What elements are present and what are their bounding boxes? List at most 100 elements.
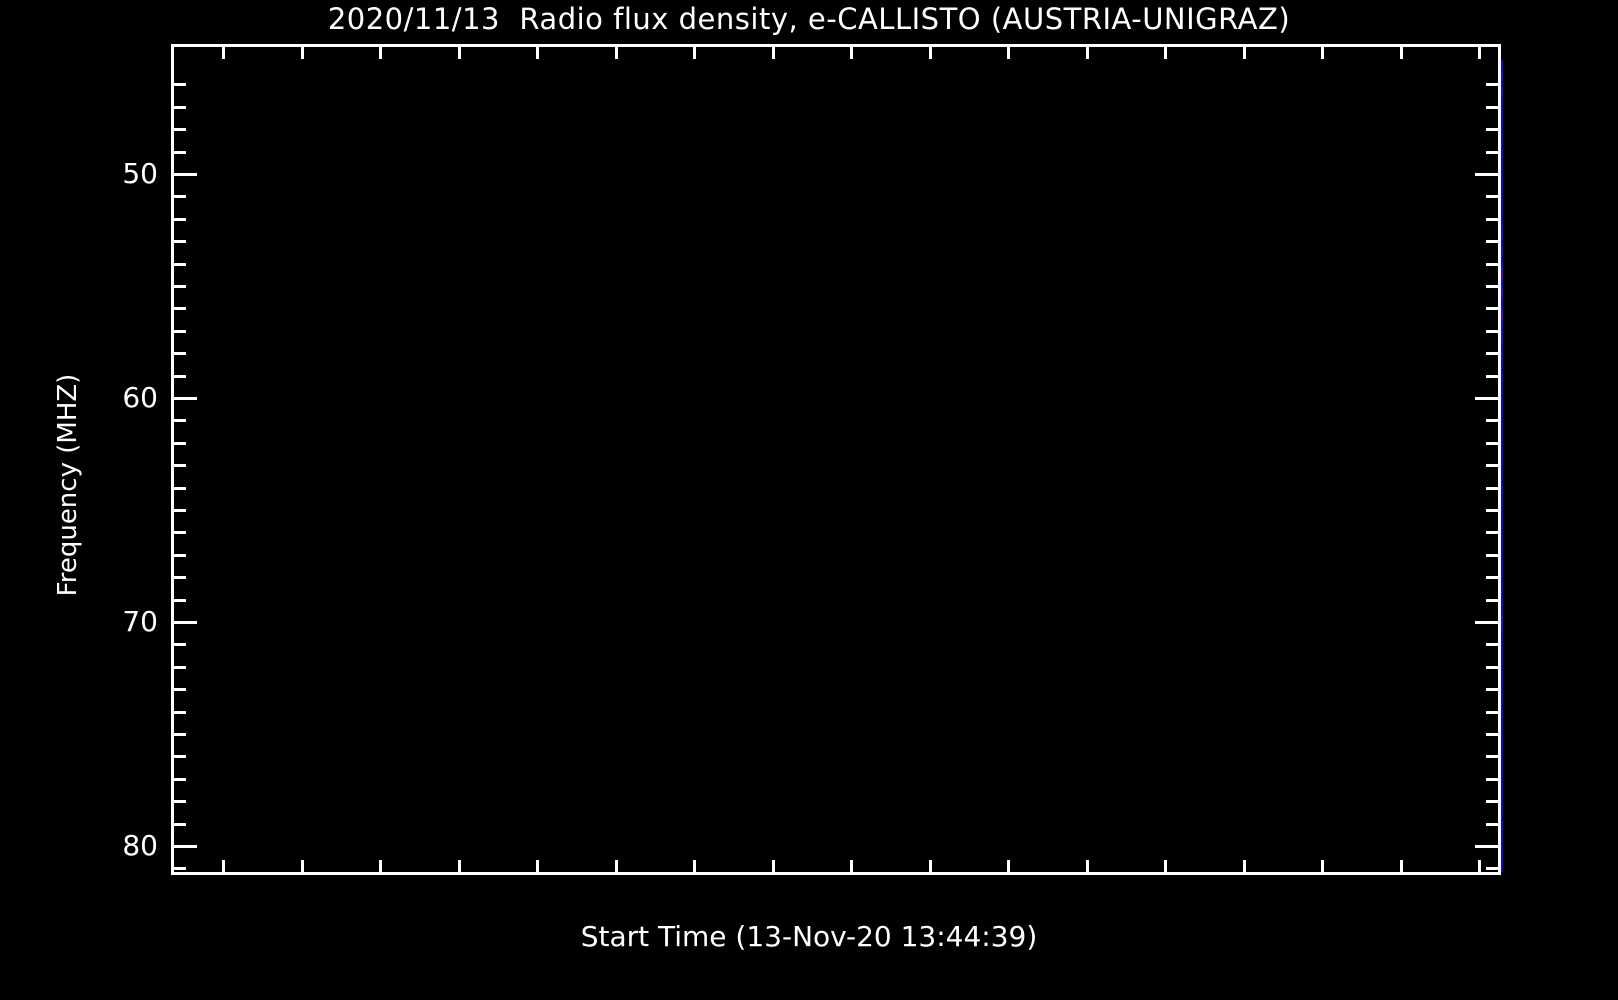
y-axis-minor-tick — [171, 464, 186, 467]
y-axis-minor-tick — [171, 307, 186, 310]
y-axis-minor-tick-right — [1486, 643, 1501, 646]
y-axis-minor-tick — [171, 83, 186, 86]
x-axis-minor-tick — [1243, 860, 1246, 875]
y-axis-minor-tick-right — [1486, 285, 1501, 288]
y-axis-minor-tick-right — [1486, 375, 1501, 378]
x-axis-minor-tick-top — [1086, 44, 1089, 59]
x-axis-minor-tick — [301, 860, 304, 875]
x-axis-minor-tick — [772, 860, 775, 875]
y-axis-minor-tick-right — [1486, 755, 1501, 758]
x-axis-minor-tick — [615, 860, 618, 875]
x-axis-minor-tick-top — [379, 44, 382, 59]
x-axis-minor-tick-top — [1007, 44, 1010, 59]
y-axis-major-tick — [171, 845, 197, 848]
y-axis-minor-tick — [171, 128, 186, 131]
y-axis-minor-tick — [171, 867, 186, 870]
y-axis-major-tick-right — [1475, 621, 1501, 624]
plot-frame — [171, 44, 1501, 875]
y-axis-minor-tick-right — [1486, 195, 1501, 198]
y-axis-minor-tick-right — [1486, 330, 1501, 333]
x-axis-minor-tick-top — [850, 44, 853, 59]
y-axis-minor-tick-right — [1486, 688, 1501, 691]
y-axis-minor-tick — [171, 711, 186, 714]
y-axis-minor-tick-right — [1486, 531, 1501, 534]
y-axis-minor-tick-right — [1486, 151, 1501, 154]
y-axis-minor-tick — [171, 151, 186, 154]
x-axis-minor-tick — [693, 860, 696, 875]
y-axis-minor-tick — [171, 509, 186, 512]
y-axis-major-tick — [171, 173, 197, 176]
y-axis-minor-tick — [171, 442, 186, 445]
y-axis-minor-tick-right — [1486, 218, 1501, 221]
y-axis-minor-tick — [171, 733, 186, 736]
y-axis-minor-tick — [171, 531, 186, 534]
y-axis-minor-tick-right — [1486, 419, 1501, 422]
y-axis-minor-tick — [171, 240, 186, 243]
x-axis-minor-tick — [1007, 860, 1010, 875]
y-axis-minor-tick-right — [1486, 778, 1501, 781]
y-axis-minor-tick-right — [1486, 464, 1501, 467]
y-axis-minor-tick — [171, 106, 186, 109]
x-axis-minor-tick-top — [772, 44, 775, 59]
y-axis-minor-tick-right — [1486, 240, 1501, 243]
y-axis-minor-tick-right — [1486, 867, 1501, 870]
y-axis-title: Frequency (MHZ) — [53, 373, 83, 597]
y-axis-minor-tick-right — [1486, 733, 1501, 736]
y-axis-minor-tick-right — [1486, 666, 1501, 669]
x-axis-minor-tick-top — [1164, 44, 1167, 59]
y-axis-minor-tick — [171, 195, 186, 198]
y-axis-minor-tick-right — [1486, 554, 1501, 557]
y-axis-tick-label: 70 — [122, 605, 158, 638]
y-axis-tick-label: 50 — [122, 157, 158, 190]
x-axis-minor-tick — [850, 860, 853, 875]
x-axis-minor-tick — [1400, 860, 1403, 875]
y-axis-minor-tick-right — [1486, 128, 1501, 131]
y-axis-minor-tick — [171, 352, 186, 355]
y-axis-minor-tick — [171, 263, 186, 266]
y-axis-minor-tick-right — [1486, 83, 1501, 86]
y-axis-minor-tick — [171, 778, 186, 781]
x-axis-minor-tick-top — [536, 44, 539, 59]
y-axis-minor-tick — [171, 375, 186, 378]
x-axis-minor-tick — [222, 860, 225, 875]
y-axis-major-tick-right — [1475, 845, 1501, 848]
x-axis-minor-tick — [1086, 860, 1089, 875]
y-axis-minor-tick-right — [1486, 711, 1501, 714]
y-axis-minor-tick — [171, 755, 186, 758]
y-axis-minor-tick-right — [1486, 576, 1501, 579]
y-axis-minor-tick — [171, 285, 186, 288]
y-axis-minor-tick — [171, 643, 186, 646]
y-axis-minor-tick — [171, 666, 186, 669]
y-axis-minor-tick — [171, 419, 186, 422]
x-axis-title: Start Time (13-Nov-20 13:44:39) — [580, 920, 1038, 953]
y-axis-major-tick — [171, 397, 197, 400]
y-axis-minor-tick-right — [1486, 263, 1501, 266]
y-axis-minor-tick — [171, 800, 186, 803]
x-axis-minor-tick — [929, 860, 932, 875]
y-axis-minor-tick-right — [1486, 487, 1501, 490]
y-axis-minor-tick — [171, 218, 186, 221]
x-axis-minor-tick — [1164, 860, 1167, 875]
y-axis-minor-tick-right — [1486, 106, 1501, 109]
x-axis-minor-tick-top — [1478, 44, 1481, 59]
x-axis-minor-tick — [1321, 860, 1324, 875]
y-axis-minor-tick-right — [1486, 599, 1501, 602]
x-axis-minor-tick — [458, 860, 461, 875]
y-axis-major-tick-right — [1475, 397, 1501, 400]
y-axis-minor-tick — [171, 487, 186, 490]
y-axis-minor-tick-right — [1486, 307, 1501, 310]
x-axis-minor-tick — [1478, 860, 1481, 875]
x-axis-minor-tick-top — [458, 44, 461, 59]
y-axis-minor-tick — [171, 599, 186, 602]
x-axis-minor-tick-top — [222, 44, 225, 59]
y-axis-minor-tick-right — [1486, 352, 1501, 355]
y-axis-tick-label: 60 — [122, 381, 158, 414]
x-axis-minor-tick-top — [693, 44, 696, 59]
page-title: 2020/11/13 Radio flux density, e-CALLIST… — [327, 2, 1291, 36]
x-axis-minor-tick-top — [1321, 44, 1324, 59]
y-axis-minor-tick-right — [1486, 800, 1501, 803]
x-axis-minor-tick — [536, 860, 539, 875]
y-axis-minor-tick-right — [1486, 823, 1501, 826]
y-axis-minor-tick — [171, 554, 186, 557]
